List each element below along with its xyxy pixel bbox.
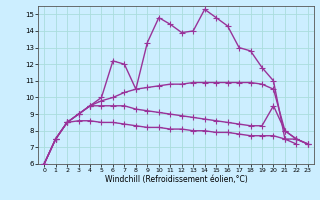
X-axis label: Windchill (Refroidissement éolien,°C): Windchill (Refroidissement éolien,°C) — [105, 175, 247, 184]
